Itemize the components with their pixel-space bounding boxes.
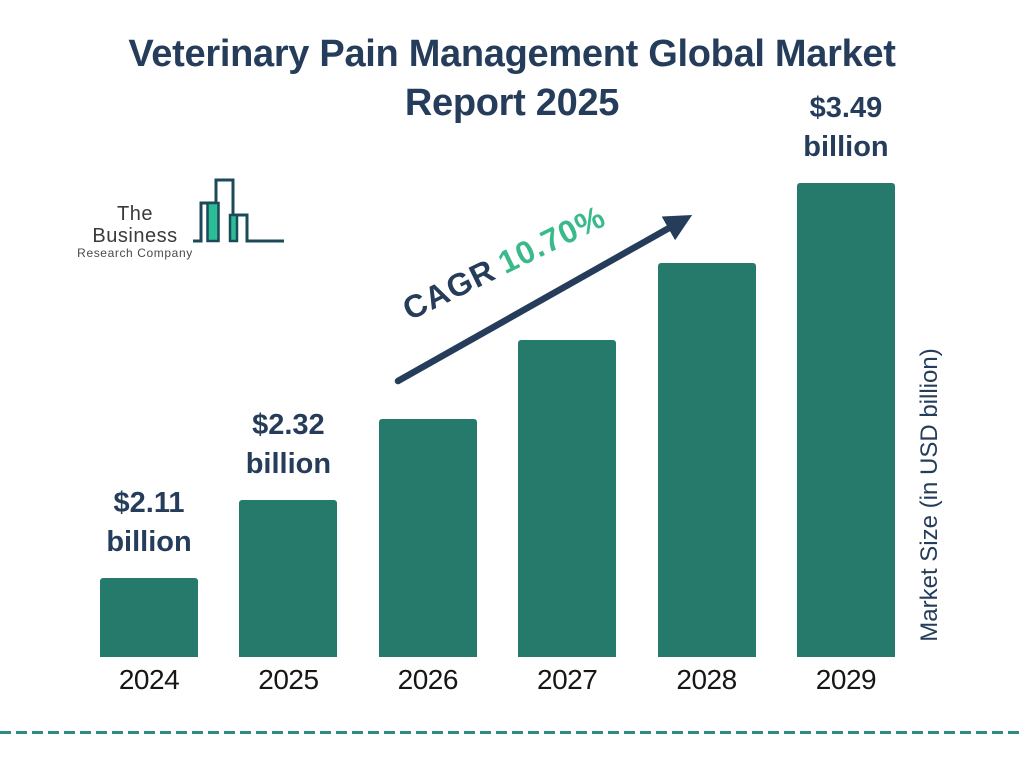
x-tick-label-2026: 2026 — [397, 664, 459, 695]
brand-logo-bars-icon — [193, 178, 284, 243]
bar-2029 — [796, 183, 895, 657]
bar-2028 — [657, 263, 756, 657]
brand-name: The Business — [92, 203, 178, 247]
chart-title-line2: Report 2025 — [404, 82, 620, 124]
bar-column-2027: 2027 — [518, 324, 617, 695]
bar-value-label-2025: $2.32 billion — [246, 406, 331, 484]
bar-column-2024: $2.11 billion 2024 — [100, 484, 198, 695]
chart-title: Veterinary Pain Management Global Market… — [0, 30, 1024, 128]
x-tick-label-2027: 2027 — [537, 664, 598, 695]
bar-column-2026: 2026 — [378, 403, 477, 695]
x-tick-label-2025: 2025 — [258, 664, 319, 695]
brand-subname: Research Company — [77, 246, 193, 260]
chart-title-line1: Veterinary Pain Management Global Market — [128, 33, 896, 75]
bar-2024 — [100, 578, 198, 657]
bar-2026 — [378, 419, 477, 657]
growth-arrow-icon — [394, 214, 693, 385]
bar-2027 — [518, 340, 617, 657]
bar-column-2025: $2.32 billion 2025 — [239, 406, 338, 695]
brand-logo-text: The Business Research Company — [74, 203, 196, 260]
value-unit: billion — [803, 131, 889, 163]
bar-column-2029: $3.49 billion 2029 — [796, 89, 895, 695]
bar-2025 — [239, 500, 338, 657]
value-unit: billion — [106, 526, 192, 558]
bottom-dashed-divider — [0, 731, 1024, 734]
bar-row: $2.11 billion 2024 $2.32 billion 2025 20… — [100, 89, 895, 695]
x-tick-label-2024: 2024 — [118, 664, 180, 695]
x-tick-label-2029: 2029 — [815, 664, 877, 695]
value-amount: $3.49 — [809, 92, 883, 124]
bar-column-2028: 2028 — [657, 247, 756, 695]
x-tick-label-2028: 2028 — [676, 664, 737, 695]
value-amount: $2.11 — [113, 487, 185, 519]
bar-value-label-2029: $3.49 billion — [803, 89, 888, 167]
y-axis-label: Market Size (in USD billion) — [916, 348, 943, 642]
bar-value-label-2024: $2.11 billion — [106, 484, 191, 562]
value-amount: $2.32 — [252, 409, 325, 441]
value-unit: billion — [245, 448, 332, 480]
